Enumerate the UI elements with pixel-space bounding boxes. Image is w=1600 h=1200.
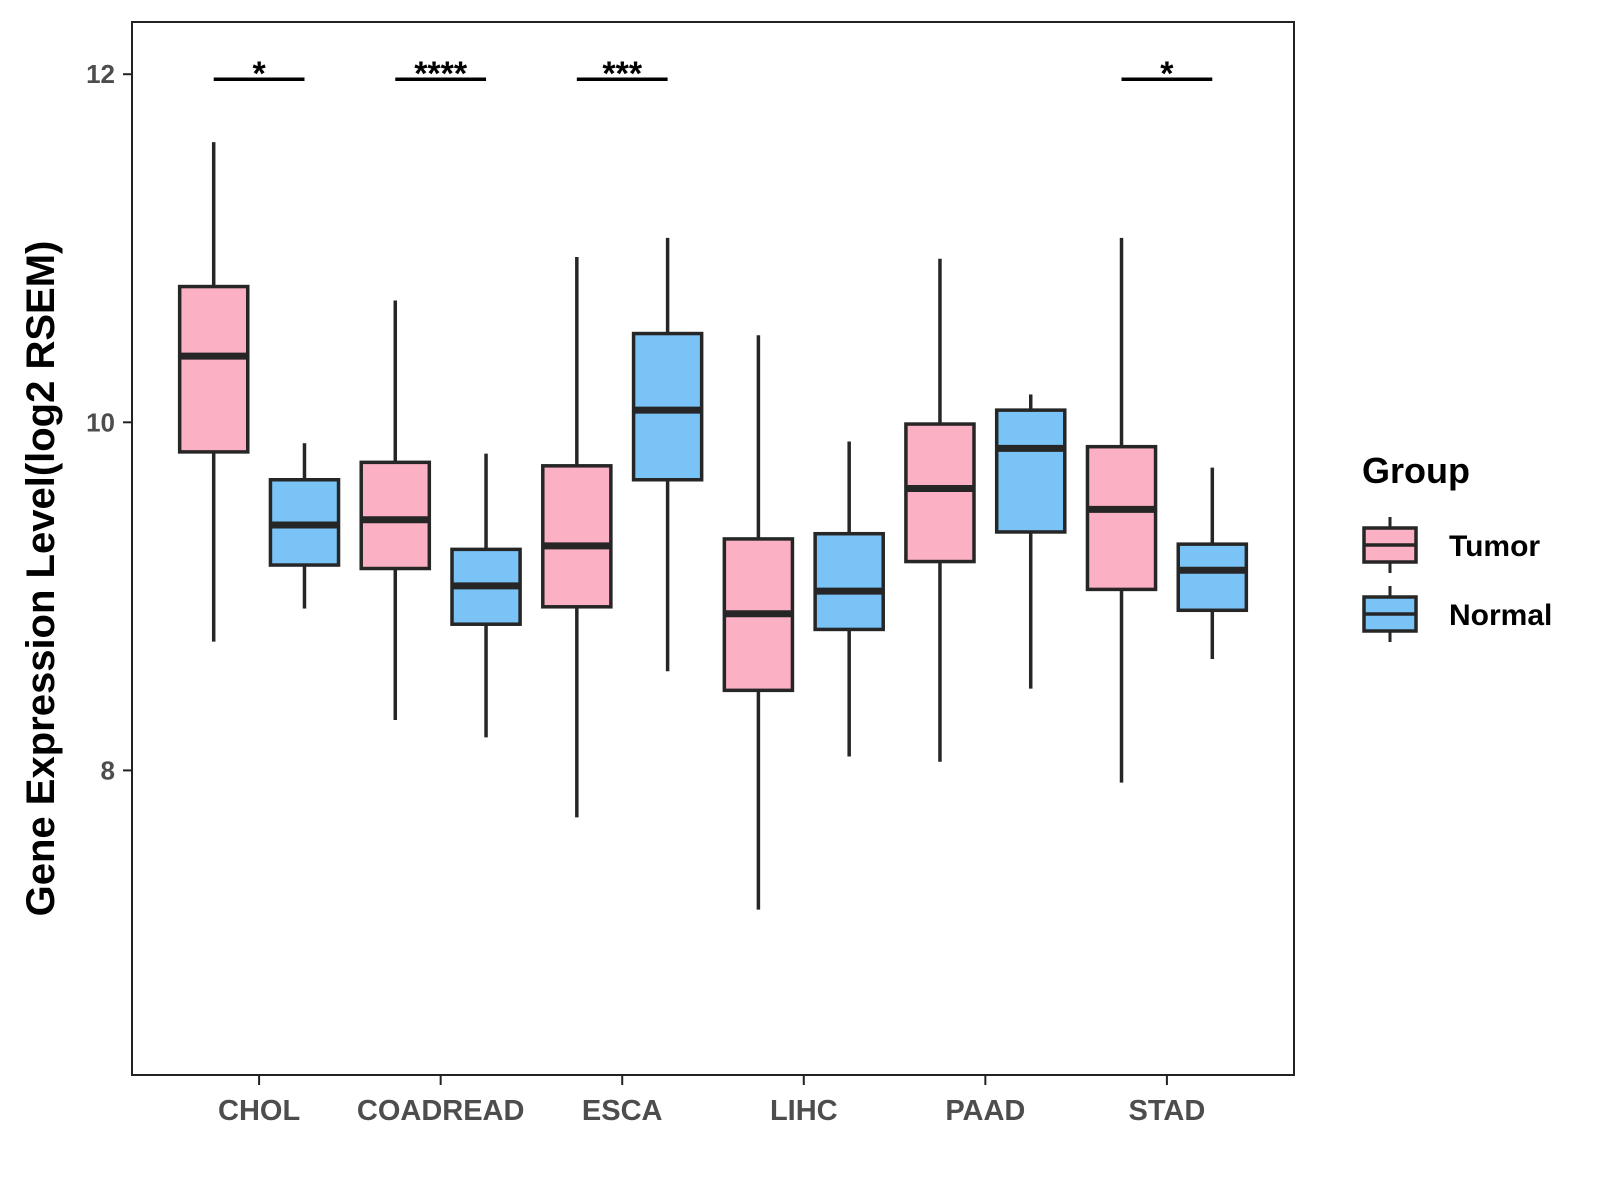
box-iqr <box>541 464 613 609</box>
boxes-layer <box>177 142 1249 910</box>
significance-label: * <box>1160 55 1174 93</box>
x-tick-label-stad: STAD <box>1129 1095 1206 1127</box>
box-tumor-lihc <box>722 335 795 910</box>
x-tick-label-paad: PAAD <box>945 1095 1025 1127</box>
significance-coadread: **** <box>395 55 487 93</box>
box-iqr <box>359 460 432 571</box>
box-iqr <box>1085 444 1158 592</box>
legend-item-tumor: Tumor <box>1362 517 1540 573</box>
box-normal-lihc <box>813 441 885 757</box>
box-iqr <box>1176 542 1249 613</box>
y-tick-label: 10 <box>86 407 115 437</box>
box-tumor-paad <box>904 258 976 762</box>
box-normal-paad <box>994 394 1067 689</box>
significance-esca: *** <box>576 55 668 93</box>
box-normal-chol <box>268 443 341 609</box>
axes-layer: 8 10 12 CHOL COADREAD ESCA LIHC PAAD STAD Gene Ex… <box>19 59 1205 1127</box>
legend-item-normal: Normal <box>1362 586 1552 642</box>
significance-stad: * <box>1121 55 1213 93</box>
box-tumor-coadread <box>359 300 432 720</box>
significance-label: * <box>252 55 266 93</box>
significance-label: **** <box>414 55 468 93</box>
box-normal-stad <box>1176 467 1249 660</box>
box-tumor-chol <box>177 142 250 642</box>
box-normal-esca <box>631 237 704 672</box>
y-tick-label: 12 <box>86 59 115 89</box>
box-iqr <box>904 422 976 564</box>
significance-label: *** <box>602 55 642 93</box>
box-iqr <box>813 531 885 632</box>
box-tumor-esca <box>541 256 613 818</box>
legend-label: Normal <box>1449 599 1552 632</box>
x-tick-label-coadread: COADREAD <box>357 1095 525 1127</box>
x-tick-label-esca: ESCA <box>582 1095 663 1127</box>
box-normal-coadread <box>450 453 522 738</box>
x-tick-label-lihc: LIHC <box>770 1095 838 1127</box>
box-iqr <box>994 408 1067 534</box>
x-tick-label-chol: CHOL <box>218 1095 300 1127</box>
significance-chol: * <box>213 55 305 93</box>
legend-title: Group <box>1362 450 1470 491</box>
significance-layer: * **** *** * <box>213 55 1213 93</box>
legend-label: Tumor <box>1449 530 1540 563</box>
box-tumor-stad <box>1085 237 1158 783</box>
box-iqr <box>177 284 250 454</box>
y-tick-label: 8 <box>101 755 115 785</box>
legend: Group Tumor Normal <box>1362 450 1552 642</box>
y-axis-title: Gene Expression Level(log2 RSEM) <box>19 241 63 917</box>
